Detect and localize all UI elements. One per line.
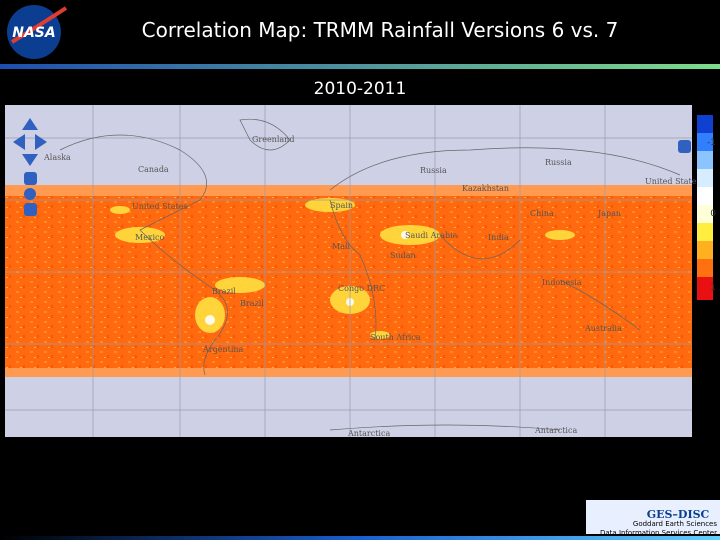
map-label: Sudan	[390, 251, 416, 260]
map-label: Brazil	[240, 299, 264, 308]
map-label: Alaska	[43, 153, 71, 162]
map-label: Kazakhstan	[462, 184, 509, 193]
footer-logo: GES–DISC Goddard Earth Sciences Data Inf…	[586, 500, 720, 537]
map-label: Saudi Arabia	[405, 231, 458, 240]
map-label: United States	[132, 202, 188, 211]
map-label: Russia	[545, 158, 572, 167]
footer-text: GES–DISC	[647, 508, 710, 521]
map-label: Mexico	[135, 233, 164, 242]
map-label: Antarctica	[534, 426, 577, 435]
header-rule	[0, 64, 720, 69]
footer-rule	[0, 536, 720, 540]
subtitle: 2010-2011	[314, 79, 407, 99]
map: Greenland Alaska Canada Russia Russia Un…	[5, 105, 701, 438]
footer-text: Goddard Earth Sciences	[633, 520, 717, 528]
map-label: United States	[645, 177, 701, 186]
map-label: India	[488, 233, 509, 242]
colorbar-label: 1	[710, 283, 716, 293]
colorbar-label: 0	[710, 209, 716, 219]
map-label: Japan	[597, 209, 621, 218]
map-label: China	[530, 209, 554, 218]
map-label: Mali	[332, 242, 351, 251]
colorbar: -1 0 1	[697, 115, 716, 300]
map-label: Antarctica	[347, 429, 390, 438]
footer-text: Data Information Services Center	[600, 529, 717, 537]
map-label: Argentina	[202, 345, 244, 354]
map-label: South Africa	[370, 333, 421, 342]
map-label: Russia	[420, 166, 447, 175]
nasa-logo: NASA	[7, 5, 68, 59]
colorbar-label: -1	[707, 138, 716, 148]
map-controls	[13, 118, 691, 216]
map-label: Congo DRC	[338, 284, 385, 293]
map-label: Spain	[330, 201, 353, 210]
map-label: Indonesia	[542, 278, 582, 287]
map-label: Canada	[138, 165, 169, 174]
title: Correlation Map: TRMM Rainfall Versions …	[142, 18, 619, 42]
map-label: Australia	[584, 324, 622, 333]
map-label: Brazil	[212, 287, 236, 296]
map-label: Greenland	[252, 135, 294, 144]
logo-text: NASA	[12, 25, 55, 41]
